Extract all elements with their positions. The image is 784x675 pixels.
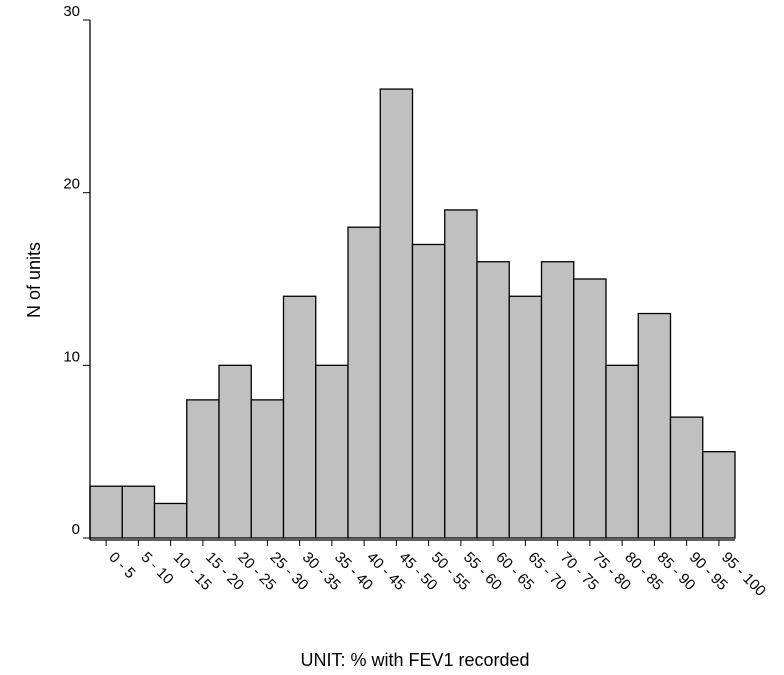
y-tick-label: 0 <box>72 521 80 538</box>
bar <box>637 312 672 539</box>
y-tick-label: 10 <box>63 348 80 365</box>
x-tick-label: 0 - 5 <box>105 549 138 582</box>
y-axis-label: N of units <box>24 242 44 318</box>
y-tick-label: 30 <box>63 3 80 20</box>
x-tick-label: 5 - 10 <box>138 549 177 588</box>
bar <box>669 416 704 539</box>
bar <box>153 502 188 539</box>
bar <box>573 278 607 539</box>
bar <box>186 399 220 539</box>
bar <box>379 88 414 539</box>
bar <box>476 261 510 539</box>
bar <box>250 399 285 539</box>
bar <box>121 485 156 539</box>
bar <box>411 243 446 539</box>
bar <box>315 364 349 539</box>
x-tick-label: 95 - 100 <box>718 549 769 600</box>
bar <box>508 295 543 539</box>
y-tick-label: 20 <box>63 176 80 193</box>
bar <box>347 226 381 539</box>
bar <box>540 261 575 539</box>
bar <box>444 209 478 539</box>
x-axis-label: UNIT: % with FEV1 recorded <box>300 650 529 670</box>
bar <box>702 451 736 539</box>
bar <box>89 485 123 539</box>
bar <box>605 364 639 539</box>
bar <box>218 364 252 539</box>
bar <box>282 295 317 539</box>
